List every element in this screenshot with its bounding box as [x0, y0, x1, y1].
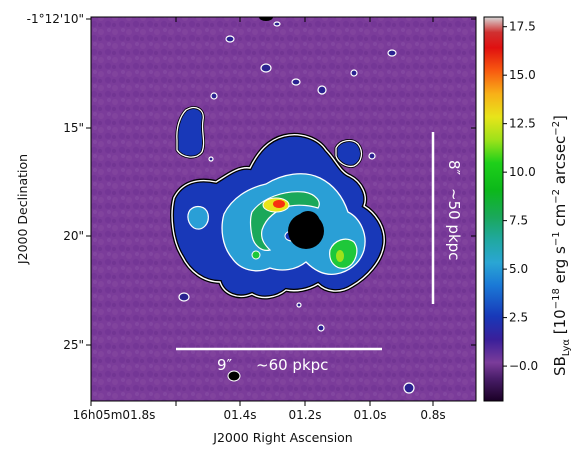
lobe-upper-left	[175, 106, 206, 159]
mask-bottom	[227, 370, 241, 382]
x-axis: 16h05m01.8s 01.4s 01.2s 01.0s 0.8s	[73, 17, 446, 422]
colorbar-tick-label: 12.5	[509, 117, 536, 131]
y-tick-label: 20"	[63, 229, 84, 243]
x-tick-label: 01.2s	[289, 408, 322, 422]
colorbar-label: SBLyα [10−18 erg s−1 cm−2 arcsec−2]	[551, 115, 572, 376]
colorbar-tick-label: 5.0	[509, 262, 528, 276]
horizontal-scale-angular: 9″	[217, 356, 233, 374]
colorbar	[483, 16, 504, 402]
colorbar-tick-label: −0.0	[509, 359, 538, 373]
colorbar-tick-label: 7.5	[509, 214, 528, 228]
x-tick-label: 16h05m01.8s	[73, 408, 156, 422]
y-tick-label: 25"	[63, 338, 84, 352]
colorbar-ticks: −0.0 2.5 5.0 7.5 10.0 12.5 15.0 17.5	[503, 20, 538, 373]
y-axis: -1°12'10" 15" 20" 25"	[27, 12, 476, 352]
colorbar-tick-label: 2.5	[509, 311, 528, 325]
noise-blobs	[178, 21, 415, 394]
colorbar-tick-label: 10.0	[509, 165, 536, 179]
colorbar-tick-label: 15.0	[509, 68, 536, 82]
x-axis-label: J2000 Right Ascension	[212, 430, 352, 445]
sb-map: 9″ ~60 pkpc 8″ ~50 pkpc	[91, 17, 476, 401]
mask-top	[259, 17, 273, 21]
vertical-scale-angular: 8″	[445, 160, 463, 176]
y-axis-label: J2000 Declination	[15, 154, 30, 265]
vertical-scale-physical: ~50 pkpc	[445, 188, 463, 260]
colorbar-tick-label: 17.5	[509, 20, 536, 34]
y-tick-label: -1°12'10"	[27, 12, 84, 26]
y-tick-label: 15"	[63, 121, 84, 135]
x-tick-label: 0.8s	[420, 408, 445, 422]
horizontal-scale-physical: ~60 pkpc	[256, 356, 328, 374]
x-tick-label: 01.4s	[224, 408, 257, 422]
plot-frame	[90, 16, 477, 402]
x-tick-label: 01.0s	[354, 408, 387, 422]
